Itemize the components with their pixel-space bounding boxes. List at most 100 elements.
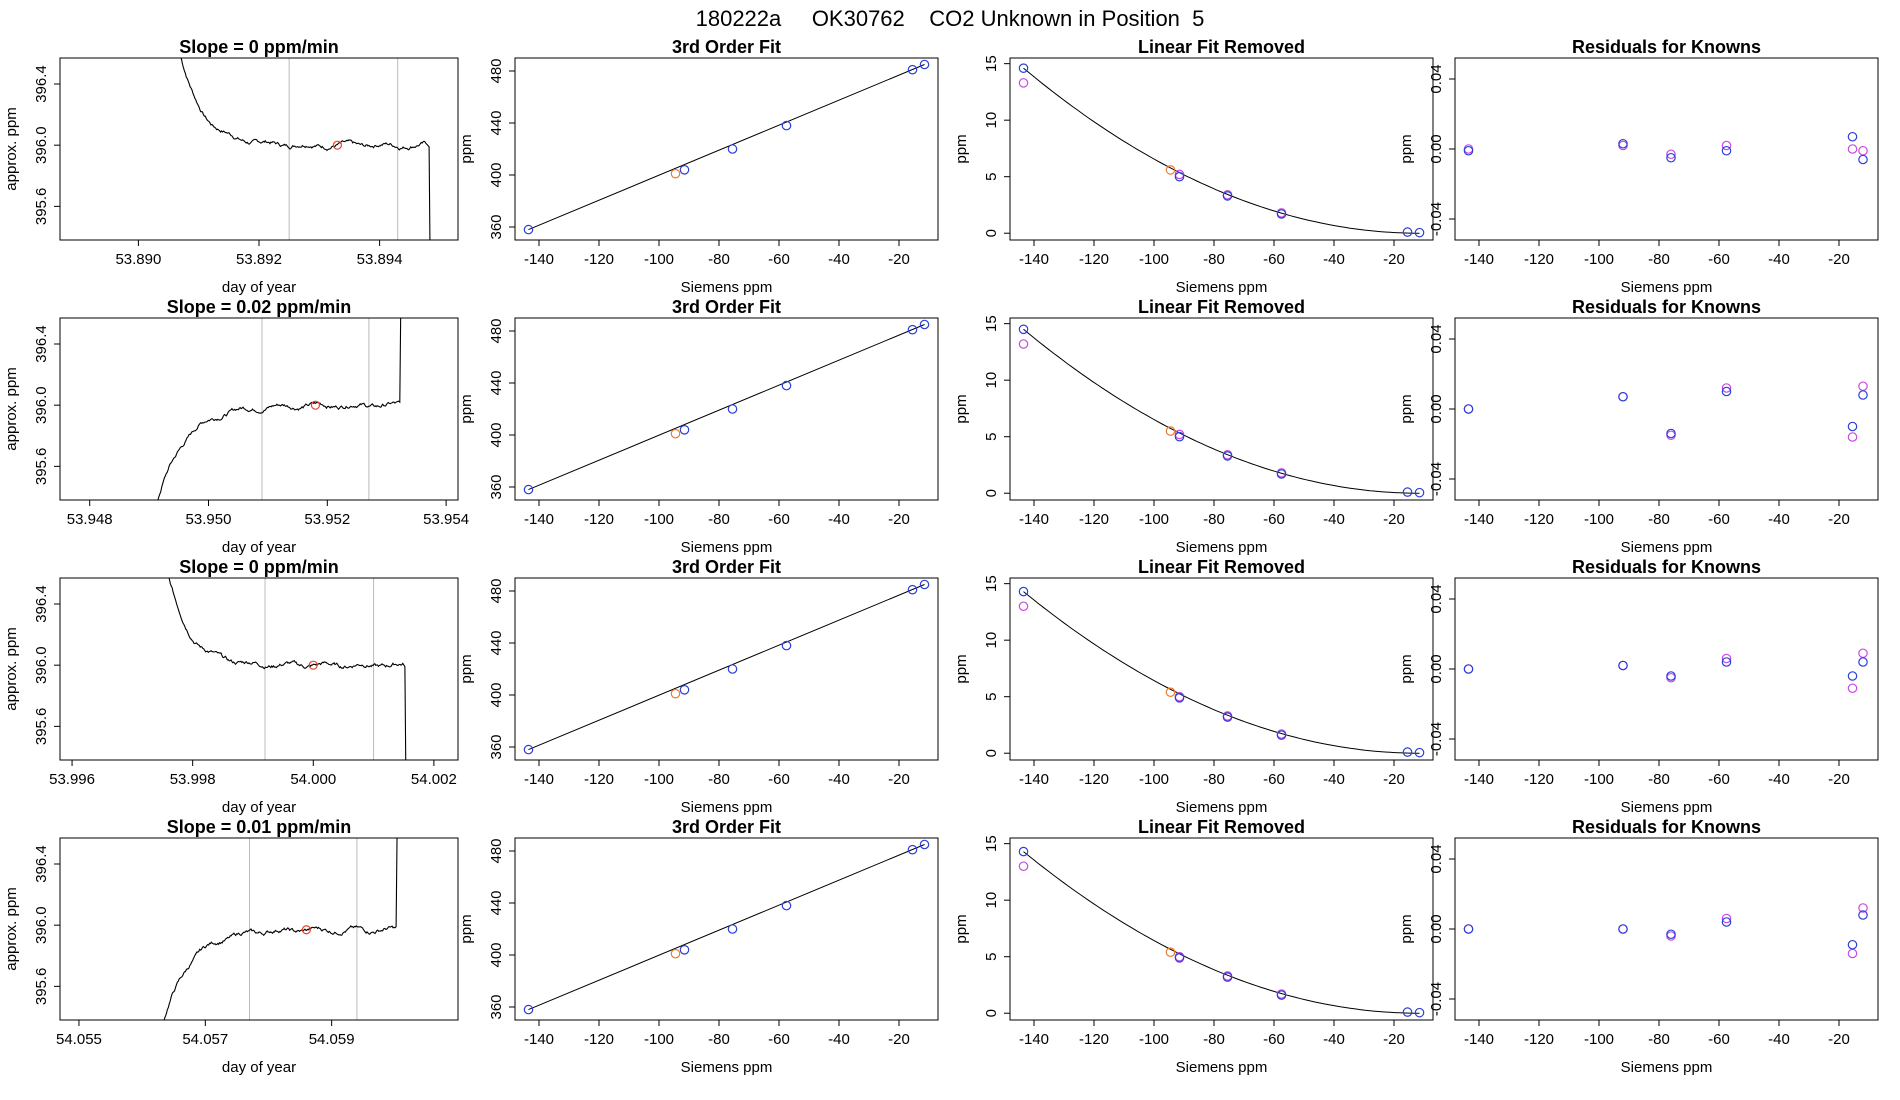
panel-r3c4-point-alt [1721,653,1732,664]
panel-r2c1: Slope = 0.02 ppm/min day of year approx. p… [3,297,469,556]
panel-r2c1-xtick-label: 53.954 [423,511,469,528]
panel-r1c3-xtick-label: -60 [1263,251,1285,268]
panel-r4c3-plot-area [1018,846,1425,1018]
panel-r4c2-xlabel: Siemens ppm [681,1059,773,1076]
panel-r3c2-xtick-label: -140 [524,771,554,788]
panel-r4c2-point-known [781,900,792,911]
panel-r4c4-xtick-label: -40 [1768,1031,1790,1048]
panel-r3c1-frame [59,577,459,761]
panel-r3c3-xtick-label: -100 [1139,771,1169,788]
panel-r1c4-point-alt [1721,140,1732,151]
panel-r4c1-trace [163,838,398,1020]
panel-r2c1-xtick-label: 53.948 [67,511,113,528]
panel-r1c2: 3rd Order Fit Siemens ppm ppm -140 -120 -100 -… [458,37,939,296]
panel-r4c1-ytick-label: 395.6 [33,968,50,1006]
panel-r1c3-point-unknown [1165,165,1176,175]
panel-r4c3-frame [1009,837,1434,1021]
panel-r1c3-point-known [1018,63,1029,73]
panel-r2c1-xtick-label: 53.952 [304,511,350,528]
panel-r4c3-ytick-label: 10 [983,892,1000,909]
panel-r2c4-xtick-label: -40 [1768,511,1790,528]
panel-r4c2-xtick-label: -100 [644,1031,674,1048]
panel-r4c4-point-alt [1721,913,1732,924]
panel-r2c1-ylabel: approx. ppm [3,367,20,450]
panel-r2c3-xtick-label: -60 [1263,511,1285,528]
panel-r1c4-point-known [1666,152,1676,163]
panel-r3c3-xtick-label: -20 [1383,771,1405,788]
panel-r3c3: Linear Fit Removed Siemens ppm ppm -140 -120… [953,557,1434,816]
panel-r3c3-ytick-label: 5 [983,693,1000,701]
panel-r2c2-point-known [679,424,690,435]
panel-r1c3-ytick-label: 0 [983,229,1000,237]
panel-r4c1-ytick-label: 396.0 [33,906,50,944]
panel-r4c4-point-known [1618,924,1628,934]
panel-r4c4-ylabel: ppm [1398,914,1415,943]
panel-r3c4-point-known [1847,671,1858,681]
panel-r1c2-point-known [907,64,918,75]
panel-r2c2: 3rd Order Fit Siemens ppm ppm -140 -120 -100 -… [458,297,939,556]
panel-r1c4-point-known [1858,154,1868,165]
panel-r1c2-ytick-label: 360 [488,214,505,239]
panel-r1c3-frame [1009,57,1434,241]
panel-r2c4-point-known [1666,428,1676,439]
panel-r3c2-xtick-label: -60 [768,771,790,788]
panel-r3c3-ytick-label: 10 [983,632,1000,649]
panel-r3c1-trace [168,578,407,760]
panel-r4c2-ytick-label: 440 [488,890,505,915]
panel-r3c3-point-known [1414,747,1425,758]
panel-r1c3-point-known [1276,209,1287,219]
panel-r1c2-xtick-label: -40 [828,251,850,268]
panel-r4c1-xtick-label: 54.055 [56,1031,102,1048]
panel-r4c3-point-known [1018,846,1029,857]
panel-r1c3-point-alt [1018,78,1029,88]
panel-r1c3-ytick-label: 10 [983,112,1000,129]
panel-r2c3-ytick-label: 0 [983,489,1000,497]
panel-r4c3-xtick-label: -80 [1203,1031,1225,1048]
panel-r3c2-title: 3rd Order Fit [672,557,781,577]
panel-r4c2-point-known [679,944,690,955]
panel-r3c1-xtick-label: 53.998 [170,771,216,788]
panel-r2c2-fit-curve [528,324,925,491]
panel-r4c1-sample-marker [301,925,311,935]
panel-r3c3-point-alt [1018,601,1029,612]
panel-r1c3-title: Linear Fit Removed [1138,37,1305,57]
panel-r2c2-point-known [919,319,930,330]
panel-r1c3-point-known [1414,227,1425,238]
panel-r3c4-point-known [1463,664,1474,674]
panel-r1c3-xtick-label: -20 [1383,251,1405,268]
panel-r3c3-frame [1009,577,1434,761]
panel-r4c2-xtick-label: -20 [888,1031,910,1048]
panel-r4c4-xtick-label: -60 [1708,1031,1730,1048]
panel-r4c2-ylabel: ppm [458,914,475,943]
panel-r1c4-ytick-label: -0.04 [1428,202,1445,236]
panel-r3c2-point-known [919,579,930,590]
panel-r3c4-xtick-label: -20 [1828,771,1850,788]
panel-r3c3-ytick-label: 0 [983,749,1000,757]
panel-r3c4-plot-area [1463,648,1868,694]
panel-r2c3-point-known [1276,469,1287,479]
panel-r2c3-xtick-label: -100 [1139,511,1169,528]
panel-r4c3-xtick-label: -140 [1019,1031,1049,1048]
panel-r2c4-xtick-label: -20 [1828,511,1850,528]
panel-r1c1-ytick-label: 396.0 [33,126,50,164]
panel-r1c4-xtick-label: -140 [1464,251,1494,268]
panel-r3c3-title: Linear Fit Removed [1138,557,1305,577]
panel-r4c2-point-known [523,1004,534,1015]
panel-r3c4-point-known [1721,657,1732,667]
panel-r4c4: Residuals for Knowns Siemens ppm ppm -140 -1… [1398,817,1879,1076]
panel-r1c3-ytick-label: 15 [983,55,1000,72]
panel-r1c3-ylabel: ppm [953,134,970,163]
panel-r4c2-xtick-label: -40 [828,1031,850,1048]
panel-r2c1-sample-marker [310,400,321,410]
panel-r1c3-xtick-label: -120 [1079,251,1109,268]
panel-r4c2: 3rd Order Fit Siemens ppm ppm -140 -120 -100 -… [458,817,939,1076]
panel-r3c3-point-known [1174,693,1185,703]
panel-r2c3-point-known [1402,487,1413,497]
panel-r1c3-point-known [1402,227,1413,237]
panel-r4c4-title: Residuals for Knowns [1572,817,1761,837]
panel-r4c3-fit-curve [1023,851,1420,1014]
panel-r2c4-point-alt [1721,383,1732,393]
panel-r4c2-xtick-label: -120 [584,1031,614,1048]
panel-r2c2-point-known [781,380,792,391]
